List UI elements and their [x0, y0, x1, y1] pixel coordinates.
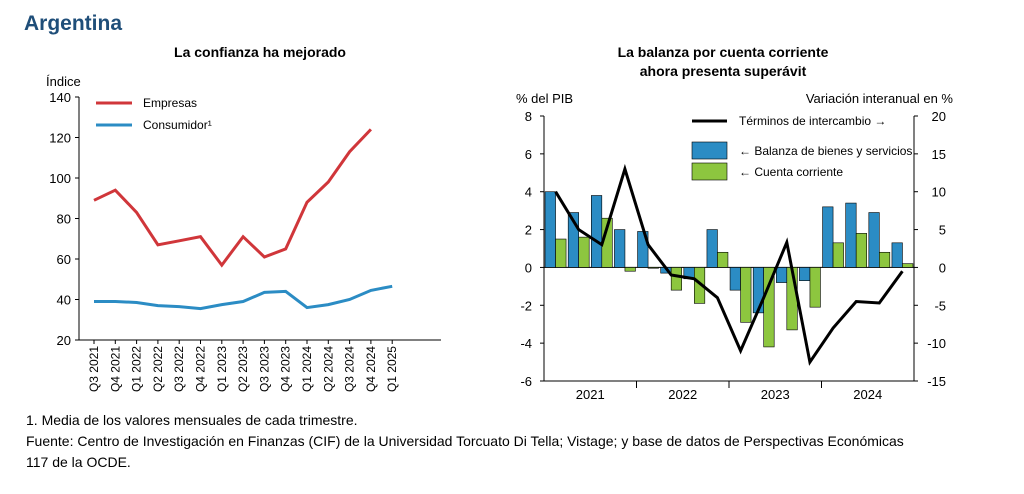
left-x-tick-label: Q1 2022 [130, 346, 144, 392]
bar-balanza-bienes-servicios [729, 267, 741, 291]
right-right-tick-label: 20 [932, 109, 946, 124]
left-x-tick-label: Q1 2023 [215, 346, 229, 392]
bar-balanza-bienes-servicios [614, 229, 626, 268]
right-legend-label-bar: ← Balanza de bienes y servicios [739, 144, 912, 158]
bar-balanza-bienes-servicios [891, 242, 903, 268]
right-legend-label-bar: ← Cuenta corriente [739, 165, 843, 179]
left-y-tick-label: 40 [57, 293, 71, 308]
source-line-2: 117 de la OCDE. [26, 454, 131, 470]
right-left-tick-label: 2 [525, 223, 532, 238]
right-left-tick-label: 0 [525, 260, 532, 275]
source-line-1: Fuente: Centro de Investigación en Finan… [26, 433, 904, 449]
right-chart-title-2: ahora presenta superávit [640, 63, 807, 79]
footnotes: 1. Media de los valores mensuales de cad… [26, 410, 1006, 473]
right-legend-label-line: Términos de intercambio → [739, 114, 886, 128]
left-y-tick-label: 60 [57, 252, 71, 267]
left-series-line-consumidor [94, 284, 393, 311]
right-left-tick-label: 6 [525, 147, 532, 162]
left-x-tick-label: Q4 2022 [194, 346, 208, 392]
right-left-axis-label: % del PIB [516, 91, 573, 106]
right-right-tick-label: -5 [934, 298, 946, 313]
bar-balanza-bienes-servicios [591, 195, 603, 268]
left-x-tick-label: Q3 2021 [87, 346, 101, 392]
left-legend-label: Consumidor¹ [143, 118, 212, 132]
right-year-label: 2024 [853, 387, 882, 402]
bar-cuenta-corriente [578, 236, 590, 268]
bar-cuenta-corriente [647, 267, 659, 269]
left-x-tick-label: Q2 2022 [151, 346, 165, 392]
bar-balanza-bienes-servicios [845, 202, 857, 268]
right-left-tick-label: -4 [520, 336, 532, 351]
right-right-tick-label: 10 [932, 185, 946, 200]
left-x-tick-label: Q4 2023 [279, 346, 293, 392]
left-x-tick-label: Q1 2025 [385, 346, 399, 392]
left-x-tick-label: Q3 2023 [257, 346, 271, 392]
left-x-tick-label: Q3 2024 [343, 346, 357, 392]
right-right-tick-label: -15 [927, 374, 946, 389]
bar-balanza-bienes-servicios [544, 191, 556, 268]
bar-cuenta-corriente [855, 233, 867, 268]
left-y-tick-label: 140 [49, 90, 71, 105]
bar-cuenta-corriente [832, 242, 844, 268]
right-year-label: 2021 [576, 387, 605, 402]
right-legend-swatch-bar [691, 141, 728, 160]
left-y-tick-label: 20 [57, 333, 71, 348]
bar-cuenta-corriente [763, 267, 775, 348]
bar-cuenta-corriente [670, 267, 682, 291]
line-terminos-intercambio [554, 163, 904, 366]
bar-cuenta-corriente [809, 267, 821, 308]
right-chart-title-1: La balanza por cuenta corriente [618, 44, 829, 60]
right-left-tick-label: 8 [525, 109, 532, 124]
left-x-tick-label: Q3 2022 [172, 346, 186, 392]
right-right-tick-label: -10 [927, 336, 946, 351]
bar-balanza-bienes-servicios [799, 267, 811, 281]
right-left-tick-label: -6 [520, 374, 532, 389]
bar-cuenta-corriente [740, 267, 752, 323]
right-right-tick-label: 5 [939, 223, 946, 238]
bar-balanza-bienes-servicios [822, 206, 834, 268]
left-series-line-empresas [93, 128, 372, 268]
right-left-tick-label: 4 [525, 185, 532, 200]
right-left-tick-label: -2 [520, 298, 532, 313]
country-title: Argentina [24, 12, 123, 35]
bar-cuenta-corriente [717, 251, 729, 268]
bar-cuenta-corriente [555, 238, 567, 268]
bar-balanza-bienes-servicios [776, 267, 788, 283]
left-x-tick-label: Q4 2021 [108, 346, 122, 392]
right-legend-swatch-bar [691, 162, 728, 181]
right-year-label: 2023 [761, 387, 790, 402]
left-y-tick-label: 100 [49, 171, 71, 186]
bar-balanza-bienes-servicios [706, 229, 718, 268]
left-x-tick-label: Q2 2023 [236, 346, 250, 392]
right-right-tick-label: 0 [939, 260, 946, 275]
bar-cuenta-corriente [902, 263, 914, 268]
left-y-axis-label: Índice [46, 74, 81, 89]
bar-cuenta-corriente [624, 267, 636, 272]
right-right-tick-label: 15 [932, 147, 946, 162]
left-x-tick-label: Q4 2024 [364, 346, 378, 392]
left-x-tick-label: Q2 2024 [321, 346, 335, 392]
bar-balanza-bienes-servicios [868, 212, 880, 268]
left-y-tick-label: 80 [57, 212, 71, 227]
left-y-tick-label: 120 [49, 131, 71, 146]
left-x-tick-label: Q1 2024 [300, 346, 314, 392]
bar-cuenta-corriente [694, 267, 706, 304]
bar-cuenta-corriente [879, 251, 891, 268]
charts-canvas: La confianza ha mejoradoÍndice2040608010… [46, 44, 954, 402]
right-right-axis-label: Variación interanual en % [806, 91, 954, 106]
left-chart-title: La confianza ha mejorado [174, 44, 346, 60]
right-year-label: 2022 [668, 387, 697, 402]
left-legend-label: Empresas [143, 96, 197, 110]
footnote-1: 1. Media de los valores mensuales de cad… [26, 412, 358, 428]
